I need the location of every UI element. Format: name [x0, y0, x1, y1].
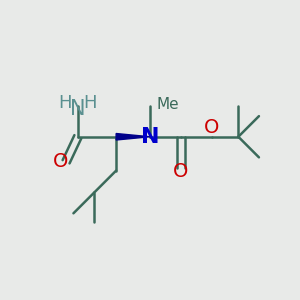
- Text: N: N: [70, 99, 85, 119]
- Text: H: H: [59, 94, 72, 112]
- Text: H: H: [83, 94, 97, 112]
- Text: O: O: [52, 152, 68, 171]
- Text: N: N: [141, 127, 159, 147]
- Text: Me: Me: [157, 97, 179, 112]
- Polygon shape: [116, 134, 150, 140]
- Text: O: O: [204, 118, 220, 137]
- Text: O: O: [173, 162, 189, 181]
